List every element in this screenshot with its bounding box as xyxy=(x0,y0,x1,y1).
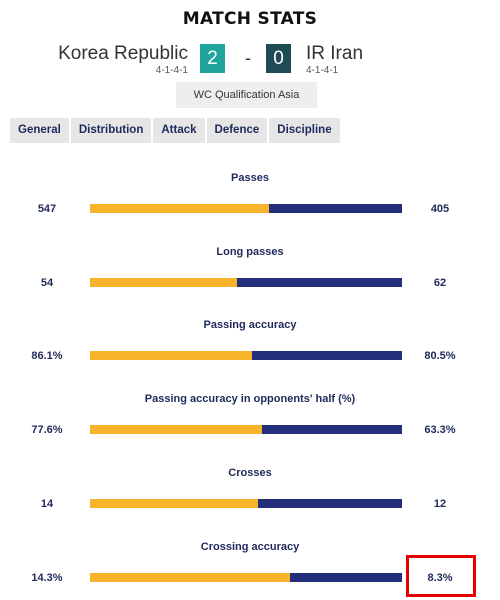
stat-label: Long passes xyxy=(216,246,284,258)
home-stat-value: 14 xyxy=(40,498,54,510)
stat-row-crossing-accuracy: Crossing accuracy 14.3% 8.3% xyxy=(0,541,500,600)
away-stat-value: 63.3% xyxy=(424,424,456,436)
score-separator: - xyxy=(245,48,251,68)
highlight-box xyxy=(406,555,476,597)
stat-label: Crossing accuracy xyxy=(200,541,300,553)
stat-label: Passes xyxy=(231,172,269,184)
stat-comparison-bar xyxy=(90,351,402,360)
home-share-fill xyxy=(90,278,237,287)
home-stat-value: 54 xyxy=(40,277,54,289)
away-team-name: IR Iran xyxy=(306,43,364,64)
stat-label: Crosses xyxy=(228,467,272,479)
home-team-name: Korea Republic xyxy=(58,43,188,64)
away-stat-value: 80.5% xyxy=(424,350,456,362)
away-score: 0 xyxy=(266,44,291,73)
stats-tab-bar: General Distribution Attack Defence Disc… xyxy=(10,118,342,143)
stat-comparison-bar xyxy=(90,278,402,287)
stat-row-long-passes: Long passes 54 62 xyxy=(0,246,500,306)
home-share-fill xyxy=(90,204,270,213)
away-stat-value: 62 xyxy=(433,277,447,289)
tab-general[interactable]: General xyxy=(10,118,69,143)
tab-defence[interactable]: Defence xyxy=(206,118,268,143)
home-stat-value: 547 xyxy=(37,203,57,215)
stat-comparison-bar xyxy=(90,204,402,213)
home-stat-value: 86.1% xyxy=(31,350,63,362)
home-share-fill xyxy=(90,425,262,434)
away-stat-value: 405 xyxy=(430,203,450,215)
home-formation: 4-1-4-1 xyxy=(155,65,188,76)
stat-label: Passing accuracy xyxy=(203,319,297,331)
stat-comparison-bar xyxy=(90,573,402,582)
stat-comparison-bar xyxy=(90,425,402,434)
stat-row-passing-accuracy-opponents-half: Passing accuracy in opponents' half (%) … xyxy=(0,393,500,453)
away-stat-value: 8.3% xyxy=(427,572,453,584)
stat-row-crosses: Crosses 14 12 xyxy=(0,467,500,527)
stat-comparison-bar xyxy=(90,499,402,508)
stat-label: Passing accuracy in opponents' half (%) xyxy=(144,393,356,405)
stat-row-passes: Passes 547 405 xyxy=(0,172,500,232)
home-share-fill xyxy=(90,351,253,360)
home-share-fill xyxy=(90,573,290,582)
home-stat-value: 77.6% xyxy=(31,424,63,436)
away-stat-value: 12 xyxy=(433,498,447,510)
home-share-fill xyxy=(90,499,259,508)
page-title: MATCH STATS xyxy=(182,9,318,29)
tab-discipline[interactable]: Discipline xyxy=(269,118,340,143)
away-formation: 4-1-4-1 xyxy=(306,65,339,76)
home-stat-value: 14.3% xyxy=(31,572,63,584)
tab-distribution[interactable]: Distribution xyxy=(70,118,152,143)
competition-badge: WC Qualification Asia xyxy=(176,82,317,108)
home-score: 2 xyxy=(200,44,225,73)
tab-attack[interactable]: Attack xyxy=(153,118,205,143)
stat-row-passing-accuracy: Passing accuracy 86.1% 80.5% xyxy=(0,319,500,379)
